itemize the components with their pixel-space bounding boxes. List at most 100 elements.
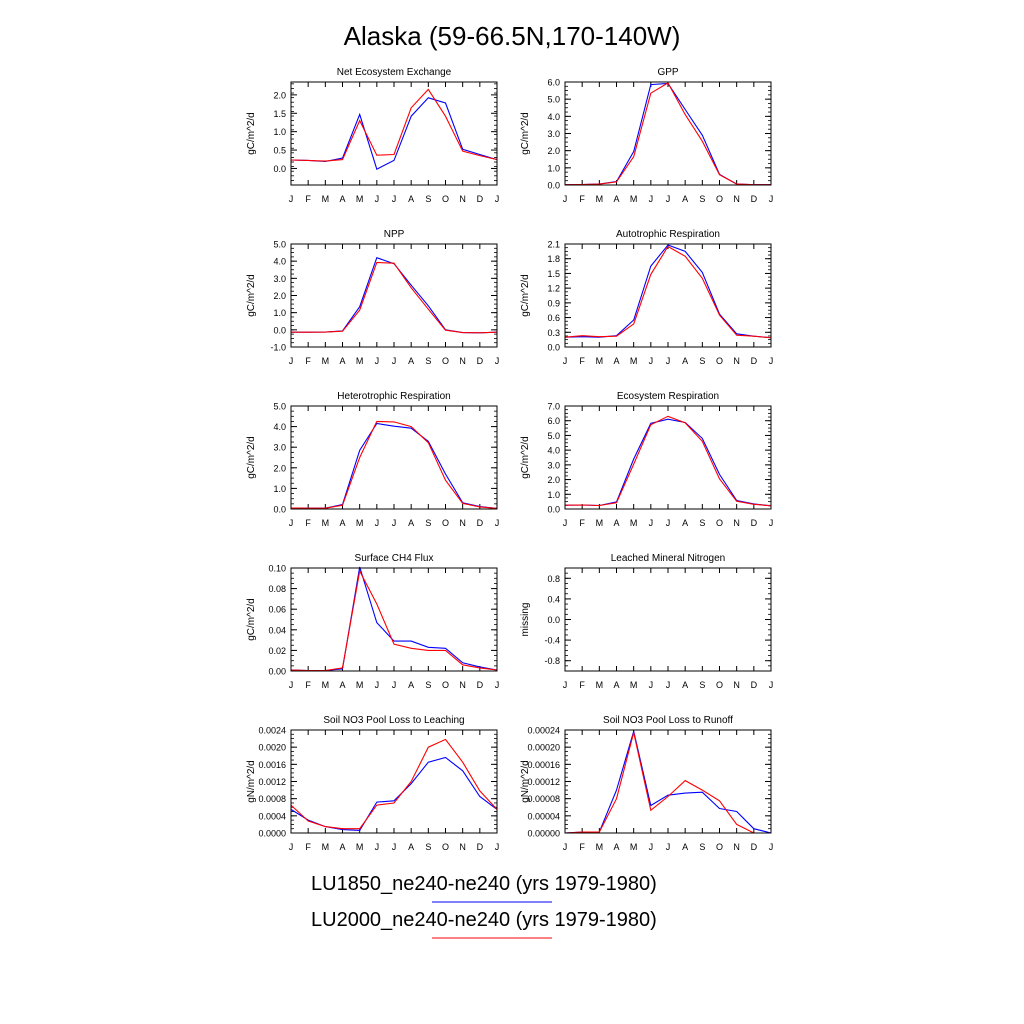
y-axis-label: gC/m^2/d bbox=[246, 274, 257, 317]
y-tick-label: 3.0 bbox=[273, 443, 286, 453]
y-tick-label: 4.0 bbox=[273, 257, 286, 267]
x-tick-label: A bbox=[682, 518, 688, 528]
y-tick-label: 4.0 bbox=[547, 446, 560, 456]
y-tick-label: 0.00024 bbox=[527, 726, 560, 736]
x-tick-label: M bbox=[322, 356, 330, 366]
x-tick-label: J bbox=[289, 842, 294, 852]
x-tick-label: D bbox=[477, 356, 484, 366]
y-tick-label: 0.3 bbox=[547, 328, 560, 338]
x-tick-label: F bbox=[579, 356, 585, 366]
plot-frame bbox=[564, 567, 772, 672]
x-tick-label: S bbox=[699, 356, 705, 366]
y-tick-label: 0.02 bbox=[268, 646, 286, 656]
y-tick-label: 5.0 bbox=[273, 402, 286, 412]
x-tick-label: D bbox=[477, 518, 484, 528]
x-tick-label: J bbox=[563, 680, 568, 690]
x-tick-label: O bbox=[442, 680, 449, 690]
x-tick-label: M bbox=[322, 680, 330, 690]
y-tick-label: -1.0 bbox=[270, 343, 286, 353]
y-tick-label: 0.0004 bbox=[258, 811, 286, 821]
plot-frame bbox=[564, 405, 772, 510]
x-tick-label: O bbox=[716, 842, 723, 852]
x-tick-label: S bbox=[699, 680, 705, 690]
x-tick-label: J bbox=[666, 356, 671, 366]
x-tick-label: J bbox=[666, 842, 671, 852]
x-tick-label: J bbox=[392, 842, 397, 852]
plot-frame bbox=[290, 243, 498, 348]
x-tick-label: N bbox=[459, 194, 466, 204]
y-axis-label: missing bbox=[520, 603, 531, 637]
x-tick-label: J bbox=[769, 680, 774, 690]
x-tick-label: O bbox=[716, 194, 723, 204]
x-tick-label: O bbox=[716, 356, 723, 366]
x-tick-label: J bbox=[375, 680, 380, 690]
y-tick-label: 0.00020 bbox=[527, 743, 560, 753]
x-tick-label: N bbox=[733, 356, 740, 366]
panel-title: Soil NO3 Pool Loss to Leaching bbox=[323, 715, 464, 726]
y-axis-label: gC/m^2/d bbox=[520, 274, 531, 317]
x-tick-label: A bbox=[339, 356, 345, 366]
y-tick-label: 0.10 bbox=[268, 564, 286, 574]
legend: LU1850_ne240-ne240 (yrs 1979-1980) LU200… bbox=[311, 873, 657, 939]
y-tick-label: 0.00008 bbox=[527, 794, 560, 804]
x-tick-label: J bbox=[649, 680, 654, 690]
y-tick-label: 1.8 bbox=[547, 254, 560, 264]
y-tick-label: 0.00012 bbox=[527, 777, 560, 787]
y-tick-label: 0.06 bbox=[268, 605, 286, 615]
x-tick-label: J bbox=[375, 356, 380, 366]
x-tick-label: S bbox=[699, 518, 705, 528]
x-tick-label: M bbox=[630, 356, 638, 366]
y-tick-label: 0.9 bbox=[547, 298, 560, 308]
x-tick-label: A bbox=[408, 356, 414, 366]
y-tick-label: 4.0 bbox=[547, 112, 560, 122]
x-tick-label: A bbox=[339, 518, 345, 528]
x-tick-label: A bbox=[613, 356, 619, 366]
x-tick-label: S bbox=[425, 194, 431, 204]
x-tick-label: S bbox=[699, 842, 705, 852]
x-tick-label: M bbox=[596, 356, 604, 366]
plot-frame bbox=[290, 567, 498, 672]
x-tick-label: O bbox=[442, 518, 449, 528]
x-tick-label: D bbox=[751, 194, 758, 204]
x-tick-label: J bbox=[666, 518, 671, 528]
x-tick-label: J bbox=[649, 194, 654, 204]
x-tick-label: F bbox=[579, 518, 585, 528]
x-tick-label: J bbox=[495, 194, 500, 204]
y-axis-label: gN/m^2/d bbox=[246, 760, 257, 803]
x-tick-label: M bbox=[630, 842, 638, 852]
x-tick-label: M bbox=[630, 194, 638, 204]
x-tick-label: J bbox=[495, 680, 500, 690]
x-tick-label: J bbox=[289, 518, 294, 528]
y-tick-label: 6.0 bbox=[547, 416, 560, 426]
y-tick-label: 1.0 bbox=[547, 490, 560, 500]
y-tick-label: 1.0 bbox=[547, 163, 560, 173]
x-tick-label: J bbox=[769, 356, 774, 366]
series-line-lu1850 bbox=[564, 244, 772, 339]
x-tick-label: M bbox=[596, 194, 604, 204]
x-tick-label: M bbox=[356, 194, 364, 204]
series-line-lu2000 bbox=[291, 261, 498, 334]
x-tick-label: J bbox=[375, 518, 380, 528]
x-tick-label: J bbox=[392, 194, 397, 204]
x-tick-label: A bbox=[682, 356, 688, 366]
x-tick-label: J bbox=[769, 518, 774, 528]
legend-label-lu1850: LU1850_ne240-ne240 (yrs 1979-1980) bbox=[311, 873, 657, 895]
y-tick-label: 3.0 bbox=[547, 460, 560, 470]
x-tick-label: O bbox=[442, 842, 449, 852]
x-tick-label: A bbox=[613, 842, 619, 852]
x-tick-label: A bbox=[339, 680, 345, 690]
panel-title: Leached Mineral Nitrogen bbox=[611, 553, 726, 564]
y-tick-label: 1.2 bbox=[547, 284, 560, 294]
y-tick-label: 4.0 bbox=[273, 422, 286, 432]
series-line-lu2000 bbox=[290, 738, 498, 830]
y-tick-label: 5.0 bbox=[273, 240, 286, 250]
y-tick-label: 0.00016 bbox=[527, 760, 560, 770]
x-tick-label: J bbox=[495, 842, 500, 852]
x-tick-label: D bbox=[477, 842, 484, 852]
x-tick-label: A bbox=[613, 194, 619, 204]
y-tick-label: 0.00004 bbox=[527, 811, 560, 821]
